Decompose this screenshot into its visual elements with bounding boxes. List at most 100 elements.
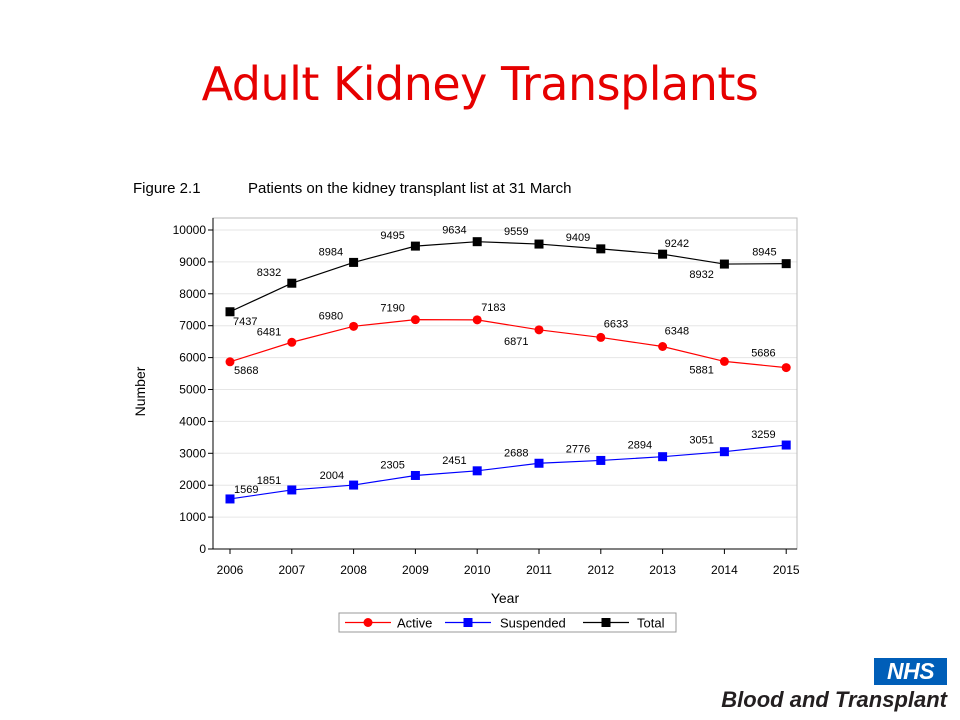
figure-label: Figure 2.1 [133,180,201,197]
data-label-active: 7190 [380,303,404,315]
data-label-suspended: 3051 [689,435,713,447]
data-point-active [658,341,668,351]
chart-axes: 0 1000 2000 3000 4000 5000 6000 7000 8000 9000 100… [132,217,800,606]
data-point-total [287,278,297,288]
x-tick-label: 2013 [649,563,676,577]
legend-label-total: Total [637,616,665,631]
data-point-active [534,325,544,335]
data-point-total [225,307,235,317]
x-tick-label: 2014 [711,563,738,577]
data-point-suspended [596,455,606,465]
data-label-total: 9559 [504,226,528,238]
y-tick-label: 1000 [179,510,206,524]
data-point-total [781,259,791,269]
data-label-active: 5686 [751,348,775,360]
x-tick-label: 2007 [278,563,305,577]
figure-caption: Patients on the kidney transplant list a… [248,180,572,197]
data-label-suspended: 2451 [442,455,466,467]
data-point-active [719,356,729,366]
x-axis-title: Year [491,590,520,606]
data-point-suspended [534,458,544,468]
legend-marker-suspended [463,618,473,627]
data-point-total [596,244,606,254]
y-tick-label: 5000 [179,383,206,397]
series-line-total [229,241,787,313]
data-point-total [472,237,482,247]
data-label-active: 6633 [604,318,628,330]
x-tick-label: 2012 [587,563,614,577]
nhs-logo: NHS [874,658,947,685]
data-label-suspended: 2305 [380,459,404,471]
data-point-active [410,315,420,325]
data-label-total: 9495 [380,230,404,242]
y-tick-label: 0 [199,542,206,556]
data-label-total: 7437 [233,316,257,328]
data-label-active: 6481 [257,326,281,338]
x-tick-label: 2015 [773,563,800,577]
x-tick-label: 2009 [402,563,429,577]
x-tick-label: 2008 [340,563,367,577]
data-label-active: 5881 [689,364,713,376]
legend-marker-active [363,618,373,627]
data-point-suspended [781,440,791,450]
data-point-suspended [472,466,482,476]
data-label-active: 6871 [504,336,528,348]
data-label-total: 8984 [319,246,343,258]
legend-marker-total [601,618,611,627]
data-label-active: 6980 [319,310,343,322]
series-line-suspended [229,444,787,500]
series-line-active [229,319,787,369]
data-point-total [658,249,668,259]
data-label-suspended: 2894 [628,440,652,452]
y-tick-label: 7000 [179,319,206,333]
x-tick-label: 2010 [464,563,491,577]
y-tick-label: 6000 [179,351,206,365]
data-point-total [719,259,729,269]
y-tick-label: 3000 [179,446,206,460]
x-tick-label: 2006 [217,563,244,577]
legend-box [338,612,677,633]
data-point-suspended [349,480,359,490]
legend-label-suspended: Suspended [500,616,566,631]
data-label-active: 6348 [665,325,689,337]
plot-frame [212,217,798,550]
data-label-total: 8332 [257,267,281,279]
data-label-total: 8932 [689,269,713,281]
data-label-active: 5868 [234,365,258,377]
data-label-suspended: 2688 [504,447,528,459]
data-point-total [534,239,544,249]
data-label-suspended: 1851 [257,475,281,487]
y-tick-label: 10000 [173,223,207,237]
y-tick-label: 2000 [179,478,206,492]
data-label-total: 9634 [442,225,466,237]
y-axis-title: Number [132,366,148,416]
data-label-suspended: 2776 [566,443,590,455]
data-point-total [349,257,359,267]
data-point-active [596,332,606,342]
data-point-suspended [287,485,297,495]
data-point-total [410,241,420,251]
chart-series [225,237,791,504]
data-point-active [287,337,297,347]
slide-title: Adult Kidney Transplants [201,57,759,111]
y-tick-label: 9000 [179,255,206,269]
data-label-total: 9242 [665,238,689,250]
data-point-suspended [225,494,235,504]
organisation-name: Blood and Transplant [721,687,947,712]
x-tick-label: 2011 [526,563,552,577]
data-label-suspended: 1569 [234,484,258,496]
chart-data-labels: 5868 6481 6980 7190 7183 6871 6633 6348 5881 5686… [233,225,777,496]
data-point-suspended [719,447,729,457]
data-point-active [472,315,482,325]
data-point-active [781,363,791,373]
data-label-suspended: 2004 [320,470,344,482]
chart-legend: Active Suspended Total [338,612,677,633]
data-point-suspended [410,470,420,480]
data-label-total: 8945 [752,247,776,259]
chart-grid [213,229,797,518]
data-label-active: 7183 [481,302,505,314]
y-tick-label: 8000 [179,287,206,301]
legend-label-active: Active [397,616,432,631]
data-point-active [349,321,359,331]
